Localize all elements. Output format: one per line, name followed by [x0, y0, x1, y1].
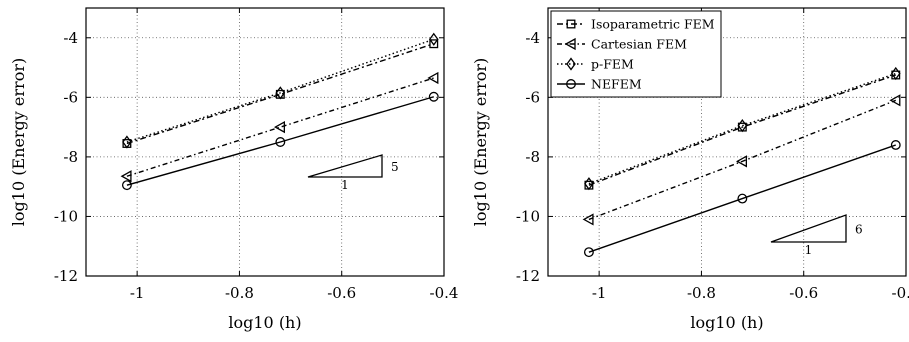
y-tick-label: -6	[525, 88, 540, 106]
grid	[86, 8, 445, 277]
x-tick-label: -0.8	[225, 284, 254, 302]
y-tick-label: -4	[63, 29, 78, 47]
y-tick-label: -12	[516, 267, 540, 285]
chart-right: -1 -0.8 -0.6 -0.4 -12 -10 -8 -6 -4 log10 (h) log10…	[471, 7, 909, 332]
slope-triangle-shape	[770, 214, 847, 243]
circle-marker	[737, 193, 748, 204]
y-tick-label: -4	[525, 29, 540, 47]
series-nefem	[121, 91, 439, 191]
diamond-marker	[737, 119, 748, 133]
slope-triangle: 61	[770, 214, 863, 257]
x-tick-label: -0.6	[327, 284, 356, 302]
chart-left: -1 -0.8 -0.6 -0.4 -12 -10 -8 -6 -4 log10 (h) log10…	[9, 7, 459, 332]
circle-marker	[428, 91, 439, 102]
legend-box	[550, 10, 722, 98]
diamond-marker	[566, 57, 576, 71]
series-line	[126, 43, 434, 145]
circle-marker	[121, 180, 132, 191]
triangle-marker	[889, 94, 901, 107]
series-line	[126, 38, 435, 143]
circle-marker	[566, 79, 576, 89]
series-line	[588, 74, 896, 186]
triangle-marker	[564, 37, 576, 51]
slope-rise-label: 5	[391, 160, 399, 174]
axis-ticks: -1 -0.8 -0.6 -0.4 -12 -10 -8 -6 -4	[516, 8, 909, 302]
series-line	[588, 99, 897, 221]
y-tick-label: -10	[516, 207, 540, 225]
axis-ticks: -1 -0.8 -0.6 -0.4 -12 -10 -8 -6 -4	[54, 8, 459, 302]
diamond-marker	[428, 32, 439, 46]
y-tick-label: -12	[54, 267, 78, 285]
diamond-marker	[890, 66, 901, 81]
series-line	[126, 96, 434, 186]
y-axis-label: log10 (Energy error)	[9, 58, 28, 226]
legend-entry: NEFEM	[591, 77, 642, 92]
legend-entry: Isoparametric FEM	[591, 17, 715, 32]
slope-triangle-shape	[307, 154, 383, 178]
y-tick-label: -8	[63, 148, 78, 166]
y-axis-label: log10 (Energy error)	[471, 58, 490, 226]
plot-frame	[547, 7, 907, 277]
series-cartesian-fem	[582, 94, 901, 226]
y-tick-label: -10	[54, 207, 78, 225]
x-tick-label: -0.4	[892, 284, 909, 302]
x-tick-label: -1	[130, 284, 145, 302]
series-line	[588, 144, 897, 253]
legend: Isoparametric FEM Cartesian FEM p-FEM NEFEM	[550, 10, 722, 98]
series-line	[588, 72, 896, 185]
circle-marker	[275, 137, 286, 147]
series-line	[126, 77, 434, 177]
plot-frame	[85, 7, 445, 277]
diamond-marker	[584, 177, 594, 191]
legend-entry: p-FEM	[591, 57, 634, 72]
square-marker	[566, 19, 576, 29]
triangle-marker	[427, 71, 439, 85]
triangle-marker	[274, 121, 285, 134]
x-tick-label: -1	[592, 284, 607, 302]
legend-entry: Cartesian FEM	[591, 37, 687, 52]
y-tick-label: -6	[63, 88, 78, 106]
circle-marker	[890, 140, 901, 150]
x-tick-label: -0.6	[789, 284, 818, 302]
series-nefem	[583, 140, 901, 258]
slope-run-label: 1	[341, 178, 349, 192]
series-p-fem	[122, 32, 439, 149]
series-isoparametric-fem	[122, 39, 439, 148]
x-tick-label: -0.4	[430, 284, 459, 302]
circle-marker	[583, 247, 594, 258]
y-tick-label: -8	[525, 148, 540, 166]
x-tick-label: -0.8	[687, 284, 716, 302]
diamond-marker	[122, 135, 132, 149]
x-axis-label: log10 (h)	[228, 313, 301, 332]
square-marker	[429, 39, 439, 49]
triangle-marker	[736, 155, 747, 168]
triangle-marker	[120, 170, 132, 183]
slope-rise-label: 6	[855, 223, 863, 237]
triangle-marker	[582, 213, 594, 226]
slope-run-label: 1	[805, 243, 813, 257]
series-cartesian-fem	[120, 71, 439, 183]
diamond-marker	[275, 86, 286, 100]
slope-triangle: 51	[307, 154, 399, 192]
series-p-fem	[584, 66, 901, 191]
x-axis-label: log10 (h)	[690, 313, 763, 332]
